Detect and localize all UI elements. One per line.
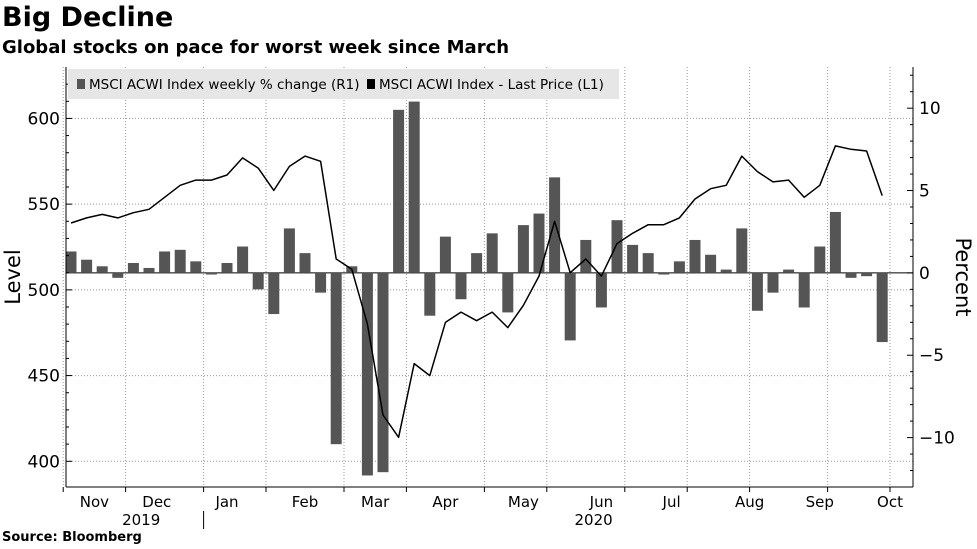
weekly-change-bar-28 bbox=[502, 272, 514, 313]
x-tick-label-jul: Jul bbox=[662, 493, 681, 511]
last-price-line bbox=[70, 145, 883, 439]
weekly-change-bar-48 bbox=[814, 246, 826, 273]
axes: 400 450 500 550 600 −10 −5 0 5 10 Level Percent Nov D… bbox=[1, 67, 975, 529]
weekly-change-bar-37 bbox=[642, 253, 654, 273]
weekly-change-bar-20 bbox=[377, 272, 389, 473]
weekly-change-bar-19 bbox=[361, 272, 373, 476]
legend-swatch-line bbox=[367, 79, 375, 89]
x-tick-label-jan: Jan bbox=[214, 493, 238, 511]
weekly-change-bar-27 bbox=[486, 233, 498, 273]
weekly-change-bar-16 bbox=[315, 272, 327, 293]
weekly-change-bar-17 bbox=[330, 272, 342, 445]
left-axis-label: Level bbox=[1, 249, 25, 304]
x-tick-label-feb: Feb bbox=[292, 493, 319, 511]
weekly-change-bar-39 bbox=[673, 261, 685, 273]
weekly-change-bar-14 bbox=[283, 228, 295, 273]
weekly-change-bar-13 bbox=[268, 272, 280, 315]
weekly-change-bar-34 bbox=[595, 272, 607, 308]
weekly-change-bar-25 bbox=[455, 272, 467, 300]
weekly-change-bar-46 bbox=[783, 269, 795, 273]
year-label-2020: 2020 bbox=[575, 511, 613, 529]
weekly-change-bar-8 bbox=[190, 261, 202, 273]
weekly-change-bar-10 bbox=[221, 263, 233, 273]
weekly-change-bar-26 bbox=[471, 253, 483, 273]
weekly-change-bar-22 bbox=[408, 101, 420, 273]
chart-subtitle: Global stocks on pace for worst week sin… bbox=[2, 37, 510, 58]
x-tick-label-apr: Apr bbox=[432, 493, 459, 511]
weekly-change-bar-38 bbox=[658, 272, 670, 275]
weekly-change-bar-51 bbox=[861, 272, 873, 277]
left-tick-label: 550 bbox=[28, 195, 60, 215]
legend-swatch-bar bbox=[77, 79, 85, 89]
x-tick-label-oct: Oct bbox=[877, 493, 903, 511]
x-tick-label-nov: Nov bbox=[80, 493, 109, 511]
weekly-change-bar-47 bbox=[798, 272, 810, 308]
weekly-change-bar-52 bbox=[876, 272, 888, 343]
weekly-change-bar-11 bbox=[237, 246, 249, 273]
left-tick-label: 400 bbox=[28, 452, 60, 472]
right-tick-label: −5 bbox=[919, 346, 944, 366]
gridlines bbox=[62, 67, 913, 487]
x-tick-label-aug: Aug bbox=[735, 493, 764, 511]
right-axis-label: Percent bbox=[951, 237, 975, 316]
right-tick-label: 10 bbox=[919, 99, 941, 119]
weekly-change-bar-41 bbox=[705, 254, 717, 273]
weekly-change-bar-31 bbox=[549, 177, 561, 273]
bar-series bbox=[65, 101, 888, 476]
right-tick-label: 0 bbox=[919, 264, 930, 284]
legend-background bbox=[68, 69, 619, 99]
legend: MSCI ACWI Index weekly % change (R1) MSCI… bbox=[68, 69, 619, 99]
x-tick-label-mar: Mar bbox=[361, 493, 390, 511]
weekly-change-bar-29 bbox=[517, 225, 529, 273]
weekly-change-bar-9 bbox=[205, 272, 217, 275]
legend-label-bar: MSCI ACWI Index weekly % change (R1) bbox=[89, 77, 360, 93]
legend-label-line: MSCI ACWI Index - Last Price (L1) bbox=[379, 77, 604, 93]
weekly-change-bar-49 bbox=[829, 211, 841, 273]
left-tick-label: 600 bbox=[28, 109, 60, 129]
weekly-change-bar-45 bbox=[767, 272, 779, 293]
weekly-change-bar-1 bbox=[81, 259, 93, 273]
weekly-change-bar-32 bbox=[564, 272, 576, 341]
weekly-change-bar-15 bbox=[299, 253, 311, 273]
x-tick-label-sep: Sep bbox=[806, 493, 834, 511]
source-note: Source: Bloomberg bbox=[2, 530, 142, 545]
weekly-change-bar-33 bbox=[580, 239, 592, 273]
weekly-change-bar-50 bbox=[845, 272, 857, 278]
weekly-change-bar-6 bbox=[159, 251, 171, 273]
weekly-change-bar-35 bbox=[611, 220, 623, 273]
x-tick-label-dec: Dec bbox=[142, 493, 171, 511]
weekly-change-bar-42 bbox=[720, 269, 732, 273]
left-tick-label: 450 bbox=[28, 367, 60, 387]
weekly-change-bar-4 bbox=[127, 263, 139, 273]
x-tick-label-jun: Jun bbox=[589, 493, 613, 511]
weekly-change-bar-24 bbox=[439, 236, 451, 273]
left-tick-label: 500 bbox=[28, 281, 60, 301]
weekly-change-bar-43 bbox=[736, 228, 748, 273]
right-tick-label: −10 bbox=[919, 429, 955, 449]
weekly-change-bar-23 bbox=[424, 272, 436, 316]
weekly-change-bar-7 bbox=[174, 249, 186, 273]
weekly-change-bar-44 bbox=[751, 272, 763, 311]
right-tick-label: 5 bbox=[919, 182, 930, 202]
chart-title: Big Decline bbox=[2, 2, 174, 33]
x-tick-label-may: May bbox=[508, 493, 539, 511]
weekly-change-bar-36 bbox=[627, 244, 639, 273]
line-series bbox=[70, 145, 883, 439]
weekly-change-bar-3 bbox=[112, 272, 124, 278]
weekly-change-bar-21 bbox=[393, 109, 405, 273]
weekly-change-bar-0 bbox=[65, 251, 77, 273]
weekly-change-bar-12 bbox=[252, 272, 264, 290]
weekly-change-bar-30 bbox=[533, 213, 545, 273]
year-label-2019: 2019 bbox=[122, 511, 160, 529]
weekly-change-bar-2 bbox=[96, 266, 108, 273]
weekly-change-bar-40 bbox=[689, 239, 701, 273]
weekly-change-bar-5 bbox=[143, 267, 155, 273]
